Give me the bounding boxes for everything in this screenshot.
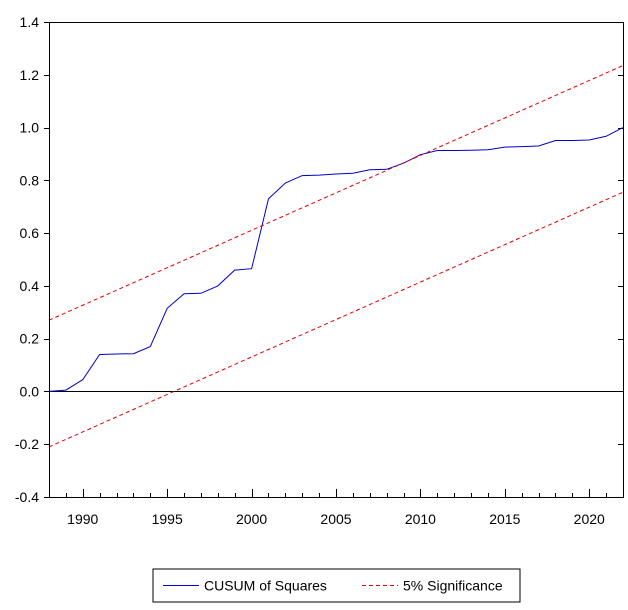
upper-significance-line <box>48 65 624 321</box>
plot-area <box>48 65 624 448</box>
x-tick-label: 1990 <box>67 511 98 527</box>
cusum-line <box>48 127 624 392</box>
y-tick-label: 0.8 <box>20 172 40 188</box>
x-tick-label: 2015 <box>489 511 520 527</box>
legend-label-significance: 5% Significance <box>403 578 503 594</box>
x-axis-ticks: 1990 1995 2000 2005 2010 2015 2020 <box>49 489 624 527</box>
y-tick-label: 0.6 <box>20 225 40 241</box>
y-tick-label: 0.4 <box>20 278 40 294</box>
plot-frame <box>49 22 624 498</box>
y-axis-ticks: -0.4 -0.2 0.0 0.2 0.4 0.6 0.8 1.0 1.2 1.4 <box>15 14 623 505</box>
legend-box <box>152 568 521 603</box>
x-tick-label: 2020 <box>574 511 605 527</box>
legend-label-cusum: CUSUM of Squares <box>204 578 327 594</box>
x-tick-label: 2005 <box>320 511 351 527</box>
y-tick-label: 1.0 <box>20 120 40 136</box>
x-tick-label: 1995 <box>152 511 183 527</box>
y-tick-label: 0.2 <box>20 331 40 347</box>
y-tick-label: -0.2 <box>15 436 39 452</box>
y-tick-label: 1.4 <box>20 14 40 30</box>
lower-significance-line <box>48 191 624 448</box>
x-tick-label: 2000 <box>236 511 267 527</box>
y-tick-label: 1.2 <box>20 67 40 83</box>
y-tick-label: -0.4 <box>15 489 39 505</box>
legend: CUSUM of Squares 5% Significance <box>152 568 521 603</box>
x-tick-label: 2010 <box>405 511 436 527</box>
y-tick-label: 0.0 <box>20 383 40 399</box>
